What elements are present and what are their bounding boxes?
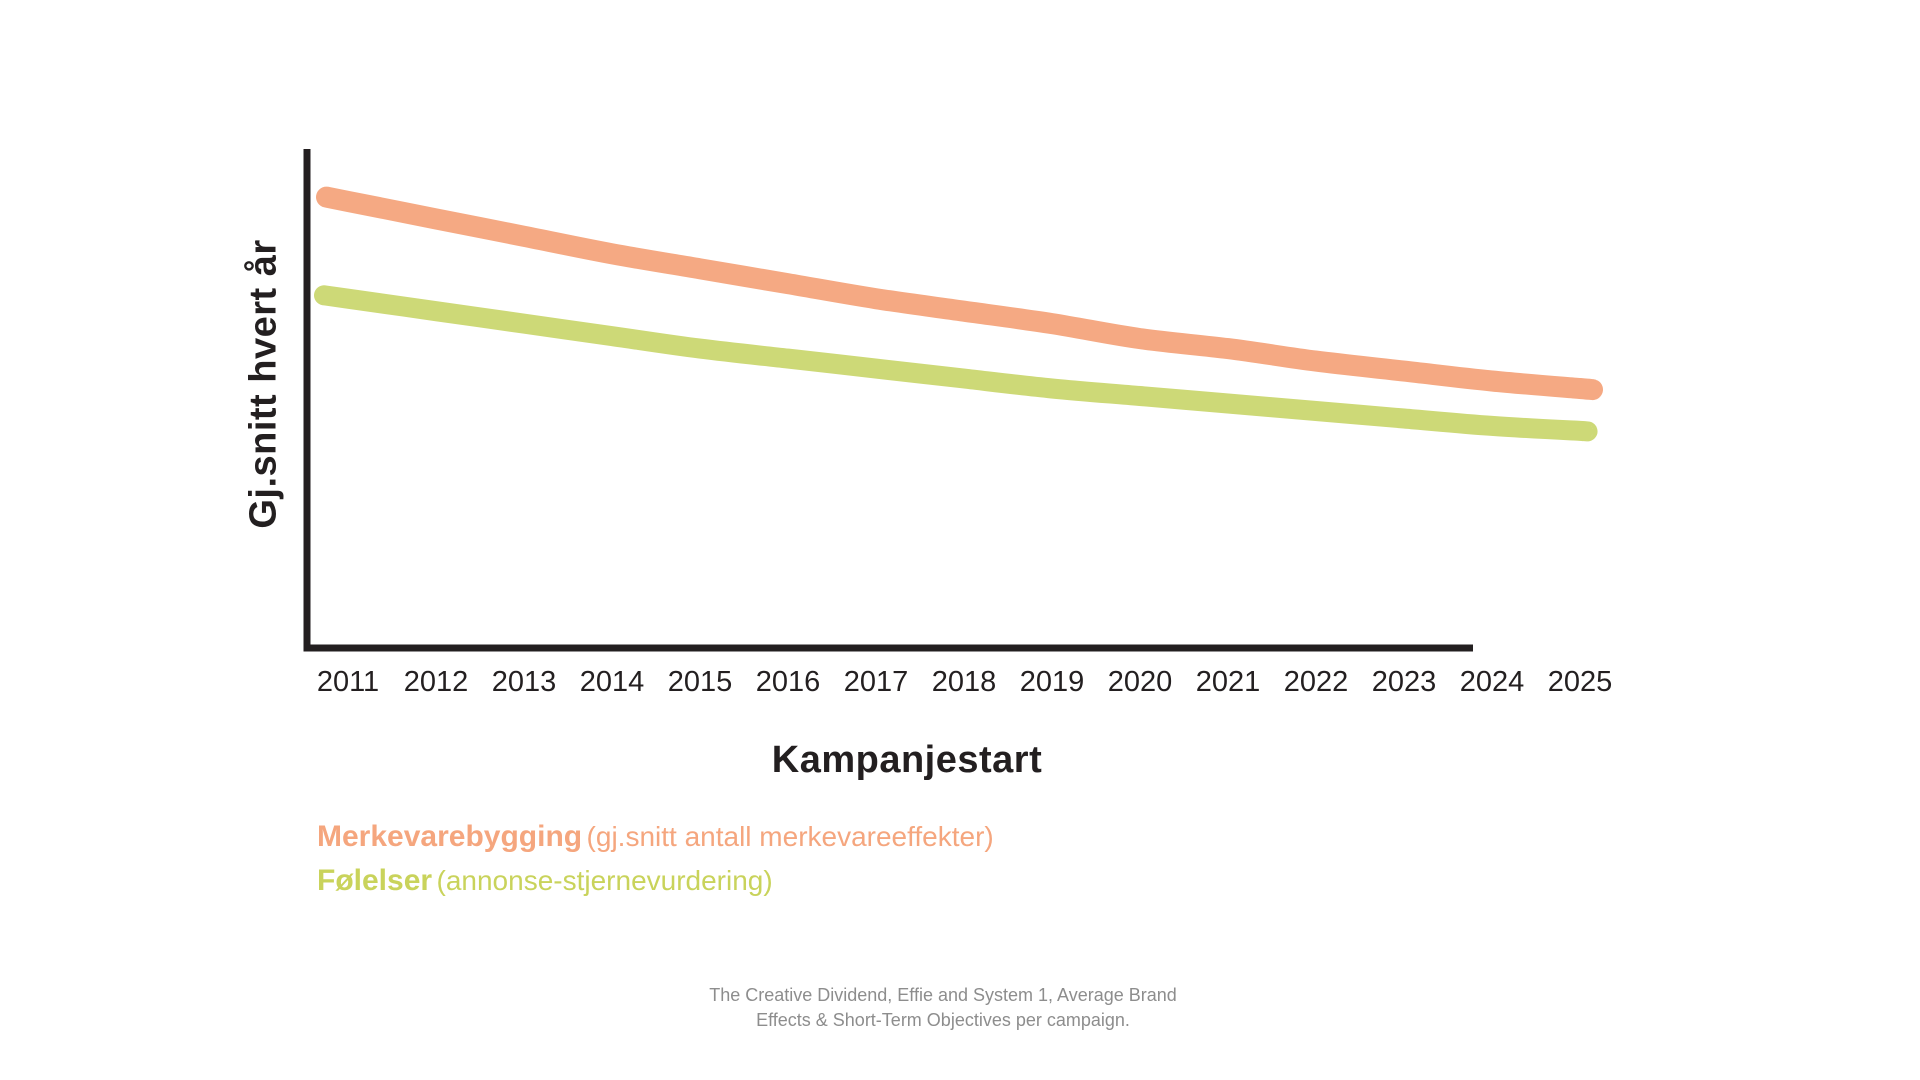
- legend-item-folelser: Følelser (annonse-stjernevurdering): [317, 864, 773, 898]
- x-tick-label-2022: 2022: [1283, 666, 1349, 698]
- legend-item-merkevarebygging: Merkevarebygging (gj.snitt antall merkev…: [317, 820, 994, 854]
- x-tick-label-2024: 2024: [1459, 666, 1525, 698]
- x-tick-label-2014: 2014: [579, 666, 645, 698]
- legend-series-name: Følelser: [317, 864, 433, 897]
- x-tick-label-2012: 2012: [403, 666, 469, 698]
- source-note-line2: Effects & Short-Term Objectives per camp…: [756, 1010, 1130, 1030]
- x-tick-label-2016: 2016: [755, 666, 821, 698]
- series-line-folelser: [314, 285, 1598, 442]
- x-tick-label-2017: 2017: [843, 666, 909, 698]
- legend-series-name: Merkevarebygging: [317, 820, 583, 853]
- legend-series-description: (annonse-stjernevurdering): [436, 865, 773, 896]
- source-note: The Creative Dividend, Effie and System …: [709, 983, 1177, 1033]
- x-tick-label-2025: 2025: [1547, 666, 1613, 698]
- x-tick-label-2023: 2023: [1371, 666, 1437, 698]
- x-tick-label-2020: 2020: [1107, 666, 1173, 698]
- x-tick-label-2015: 2015: [667, 666, 733, 698]
- series-line-merkevarebygging: [316, 186, 1603, 401]
- x-tick-label-2019: 2019: [1019, 666, 1085, 698]
- x-tick-label-2021: 2021: [1195, 666, 1261, 698]
- x-tick-label-2018: 2018: [931, 666, 997, 698]
- y-axis-label: Gj.snitt hvert år: [242, 239, 285, 529]
- legend-series-description: (gj.snitt antall merkevareeffekter): [586, 821, 994, 852]
- source-note-line1: The Creative Dividend, Effie and System …: [709, 985, 1177, 1005]
- x-axis-title: Kampanjestart: [771, 739, 1043, 781]
- x-tick-label-2011: 2011: [316, 666, 380, 698]
- series-lines: [314, 186, 1603, 442]
- x-tick-label-2013: 2013: [491, 666, 557, 698]
